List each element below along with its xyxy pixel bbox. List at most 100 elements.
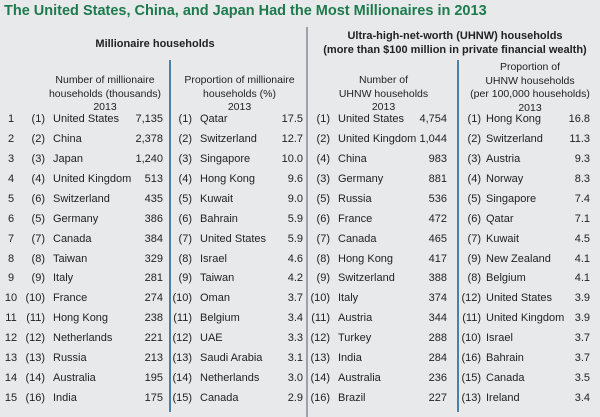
previous-rank: (6) bbox=[31, 192, 45, 205]
column-header-line: 2013 bbox=[227, 101, 252, 113]
previous-rank: (5) bbox=[178, 192, 192, 205]
country-name: UAE bbox=[200, 332, 223, 345]
value: 195 bbox=[144, 372, 163, 385]
value: 288 bbox=[428, 332, 447, 345]
previous-rank: (7) bbox=[31, 232, 45, 245]
previous-rank: (8) bbox=[31, 252, 45, 265]
country-name: United States bbox=[486, 292, 553, 305]
column-header-line: UHNW households bbox=[485, 74, 575, 87]
country-name: Australia bbox=[338, 372, 381, 385]
previous-rank: (8) bbox=[467, 272, 481, 285]
value: 374 bbox=[428, 292, 447, 305]
previous-rank: (5) bbox=[31, 212, 45, 225]
rank: 12 bbox=[4, 332, 18, 345]
value: 238 bbox=[144, 312, 163, 325]
rank: 1 bbox=[7, 113, 15, 125]
previous-rank: (15) bbox=[461, 372, 481, 385]
previous-rank: (1) bbox=[31, 113, 45, 125]
value: 281 bbox=[144, 272, 163, 285]
previous-rank: (13) bbox=[461, 392, 481, 405]
country-name: Netherlands bbox=[53, 332, 113, 345]
column-header-line: households (%) bbox=[203, 87, 276, 100]
previous-rank: (2) bbox=[316, 132, 330, 145]
previous-rank: (8) bbox=[316, 252, 330, 265]
value: 2,378 bbox=[135, 132, 163, 145]
value: 8.3 bbox=[574, 172, 590, 185]
country-name: Germany bbox=[53, 212, 99, 225]
previous-rank: (13) bbox=[172, 352, 192, 365]
previous-rank: (12) bbox=[25, 332, 45, 345]
column-header-line: households (thousands) bbox=[48, 87, 162, 100]
previous-rank: (5) bbox=[467, 192, 481, 205]
value: 7,135 bbox=[135, 113, 163, 125]
country-name: Germany bbox=[338, 172, 384, 185]
country-name: United Kingdom bbox=[338, 132, 417, 145]
previous-rank: (6) bbox=[178, 212, 192, 225]
previous-rank: (10) bbox=[25, 292, 45, 305]
country-name: Ireland bbox=[486, 392, 520, 405]
value: 4.1 bbox=[574, 272, 590, 285]
previous-rank: (9) bbox=[178, 272, 192, 285]
country-name: Switzerland bbox=[200, 132, 257, 145]
value: 3.4 bbox=[287, 312, 303, 325]
previous-rank: (11) bbox=[173, 312, 192, 325]
previous-rank: (9) bbox=[316, 272, 330, 285]
previous-rank: (12) bbox=[310, 332, 330, 345]
table-row: 3 (3) Japan 1,240 (3) Singapore 10.0 (4) China 98… bbox=[0, 149, 600, 169]
country-name: Oman bbox=[200, 292, 230, 305]
table-row: 9 (9) Italy 281 (9) Taiwan 4.2 (9) Switzerland 38… bbox=[0, 268, 600, 288]
value: 3.4 bbox=[574, 392, 590, 405]
previous-rank: (6) bbox=[467, 212, 481, 225]
previous-rank: (3) bbox=[467, 152, 481, 165]
value: 3.7 bbox=[574, 332, 590, 345]
previous-rank: (4) bbox=[31, 172, 45, 185]
country-name: Qatar bbox=[486, 212, 514, 225]
previous-rank: (13) bbox=[310, 352, 330, 365]
country-name: Switzerland bbox=[53, 192, 110, 205]
previous-rank: (10) bbox=[461, 332, 481, 345]
value: 344 bbox=[428, 312, 447, 325]
country-name: Israel bbox=[200, 252, 227, 265]
value: 2.9 bbox=[287, 392, 303, 405]
previous-rank: (6) bbox=[316, 212, 330, 225]
value: 3.7 bbox=[574, 352, 590, 365]
value: 9.3 bbox=[574, 152, 590, 165]
rank: 8 bbox=[7, 252, 15, 265]
country-name: Hong Kong bbox=[200, 172, 256, 185]
value: 4.2 bbox=[287, 272, 303, 285]
country-name: Hong Kong bbox=[486, 113, 542, 125]
rank: 13 bbox=[4, 352, 18, 365]
rank: 9 bbox=[7, 272, 15, 285]
value: 227 bbox=[428, 392, 447, 405]
column-header-line: Proportion of bbox=[499, 61, 561, 73]
country-name: Canada bbox=[200, 392, 239, 405]
column-header-line: 2013 bbox=[93, 101, 117, 113]
rank: 6 bbox=[7, 212, 15, 225]
table-row: 1 (1) United States 7,135 (1) Qatar 17.5 (1) Uni… bbox=[0, 109, 600, 129]
value: 4.1 bbox=[574, 252, 590, 265]
previous-rank: (13) bbox=[25, 352, 45, 365]
value: 9.6 bbox=[287, 172, 303, 185]
column-header-line: 2013 bbox=[371, 101, 396, 113]
previous-rank: (9) bbox=[467, 252, 481, 265]
country-name: Taiwan bbox=[200, 272, 235, 285]
previous-rank: (2) bbox=[31, 132, 45, 145]
country-name: Russia bbox=[338, 192, 372, 205]
country-name: Netherlands bbox=[200, 372, 260, 385]
previous-rank: (2) bbox=[467, 132, 481, 145]
value: 5.9 bbox=[287, 232, 303, 245]
previous-rank: (8) bbox=[178, 252, 192, 265]
table-row: 10 (10) France 274 (10) Oman 3.7 (10) Italy 374 (1… bbox=[0, 288, 600, 308]
rank: 11 bbox=[5, 312, 17, 325]
country-name: Singapore bbox=[200, 152, 251, 165]
value: 1,240 bbox=[135, 152, 163, 165]
previous-rank: (12) bbox=[172, 332, 192, 345]
country-name: Austria bbox=[486, 152, 521, 165]
country-name: Kuwait bbox=[200, 192, 234, 205]
column-header: Proportion of millionaire households (%) 2… bbox=[172, 74, 307, 115]
country-name: Switzerland bbox=[338, 272, 395, 285]
country-name: China bbox=[53, 132, 82, 145]
country-name: New Zealand bbox=[486, 252, 551, 265]
value: 236 bbox=[428, 372, 447, 385]
value: 274 bbox=[144, 292, 163, 305]
